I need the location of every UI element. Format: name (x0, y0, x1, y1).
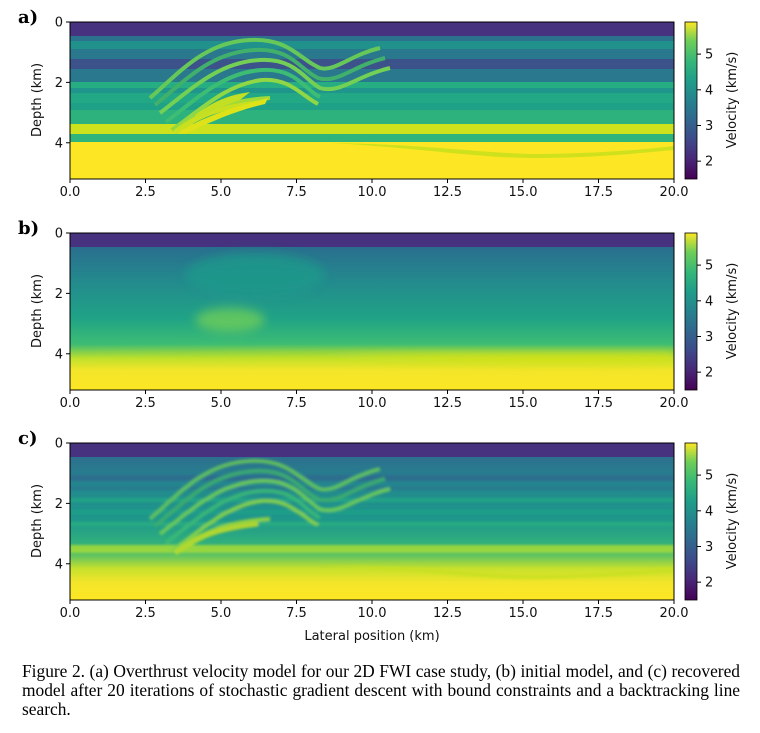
x-tick-label: 7.5 (286, 396, 307, 411)
colorbar-tick-label: 5 (705, 48, 713, 63)
x-axis-label: Lateral position (km) (304, 629, 439, 644)
y-tick-label: 2 (55, 287, 63, 302)
colorbar-tick-label: 4 (705, 504, 713, 519)
x-tick-label: 20.0 (660, 606, 689, 621)
x-tick-label: 20.0 (660, 396, 689, 411)
y-axis-label: Depth (km) (30, 484, 45, 558)
x-tick-label: 10.0 (358, 185, 387, 200)
x-tick-label: 12.5 (433, 606, 462, 621)
figure-canvas: a) b) (18, 7, 740, 644)
x-tick-label: 7.5 (286, 185, 307, 200)
colorbar-label: Velocity (km/s) (725, 473, 740, 570)
x-tick-label: 15.0 (509, 185, 538, 200)
panel-a-heatmap (70, 22, 674, 179)
y-axis-label: Depth (km) (30, 274, 45, 348)
y-tick-label: 4 (55, 136, 63, 151)
panel-b-colorbar (684, 232, 698, 391)
x-tick-label: 17.5 (584, 606, 613, 621)
x-tick-label: 0.0 (60, 396, 81, 411)
y-tick-label: 0 (55, 227, 63, 242)
x-tick-label: 17.5 (584, 185, 613, 200)
x-tick-label: 5.0 (211, 606, 232, 621)
x-tick-label: 12.5 (433, 185, 462, 200)
x-tick-label: 5.0 (211, 396, 232, 411)
panel-c-heatmap (70, 443, 674, 600)
y-tick-label: 4 (55, 347, 63, 362)
axes-layer: 0.0 2.5 5.0 7.5 10.0 12.5 15.0 17.5 20.0024Depth… (30, 16, 740, 622)
colorbar-tick-label: 4 (705, 294, 713, 309)
panel-b-heatmap (70, 233, 674, 390)
x-tick-label: 5.0 (211, 185, 232, 200)
x-tick-label: 10.0 (358, 396, 387, 411)
x-tick-label: 7.5 (286, 606, 307, 621)
colorbar-tick-label: 3 (705, 540, 713, 555)
y-tick-label: 2 (55, 497, 63, 512)
y-tick-label: 0 (55, 437, 63, 452)
x-tick-label: 2.5 (135, 606, 156, 621)
y-tick-label: 4 (55, 557, 63, 572)
panel-a: a) (18, 7, 698, 180)
panel-c: c) (18, 428, 698, 601)
x-tick-label: 0.0 (60, 606, 81, 621)
x-tick-label: 12.5 (433, 396, 462, 411)
x-tick-label: 2.5 (135, 185, 156, 200)
colorbar-tick-label: 5 (705, 259, 713, 274)
x-tick-label: 15.0 (509, 606, 538, 621)
colorbar-tick-label: 2 (705, 155, 713, 170)
x-tick-label: 15.0 (509, 396, 538, 411)
x-tick-label: 10.0 (358, 606, 387, 621)
x-tick-label: 0.0 (60, 185, 81, 200)
panel-c-colorbar (684, 442, 698, 601)
colorbar-label: Velocity (km/s) (725, 52, 740, 149)
y-axis-label: Depth (km) (30, 63, 45, 137)
colorbar-tick-label: 4 (705, 83, 713, 98)
panel-c-letter: c) (18, 428, 37, 449)
panel-a-colorbar (684, 21, 698, 180)
colorbar-tick-label: 5 (705, 469, 713, 484)
colorbar-tick-label: 2 (705, 366, 713, 381)
colorbar-tick-label: 3 (705, 119, 713, 134)
panel-a-letter: a) (18, 7, 38, 28)
figure-caption: Figure 2. (a) Overthrust velocity model … (22, 661, 740, 719)
colorbar-tick-label: 2 (705, 576, 713, 591)
y-tick-label: 0 (55, 16, 63, 31)
y-tick-label: 2 (55, 76, 63, 91)
panel-b: b) (18, 218, 698, 391)
x-tick-label: 2.5 (135, 396, 156, 411)
colorbar-label: Velocity (km/s) (725, 263, 740, 360)
panel-b-letter: b) (18, 218, 39, 239)
x-tick-label: 20.0 (660, 185, 689, 200)
colorbar-tick-label: 3 (705, 330, 713, 345)
x-tick-label: 17.5 (584, 396, 613, 411)
